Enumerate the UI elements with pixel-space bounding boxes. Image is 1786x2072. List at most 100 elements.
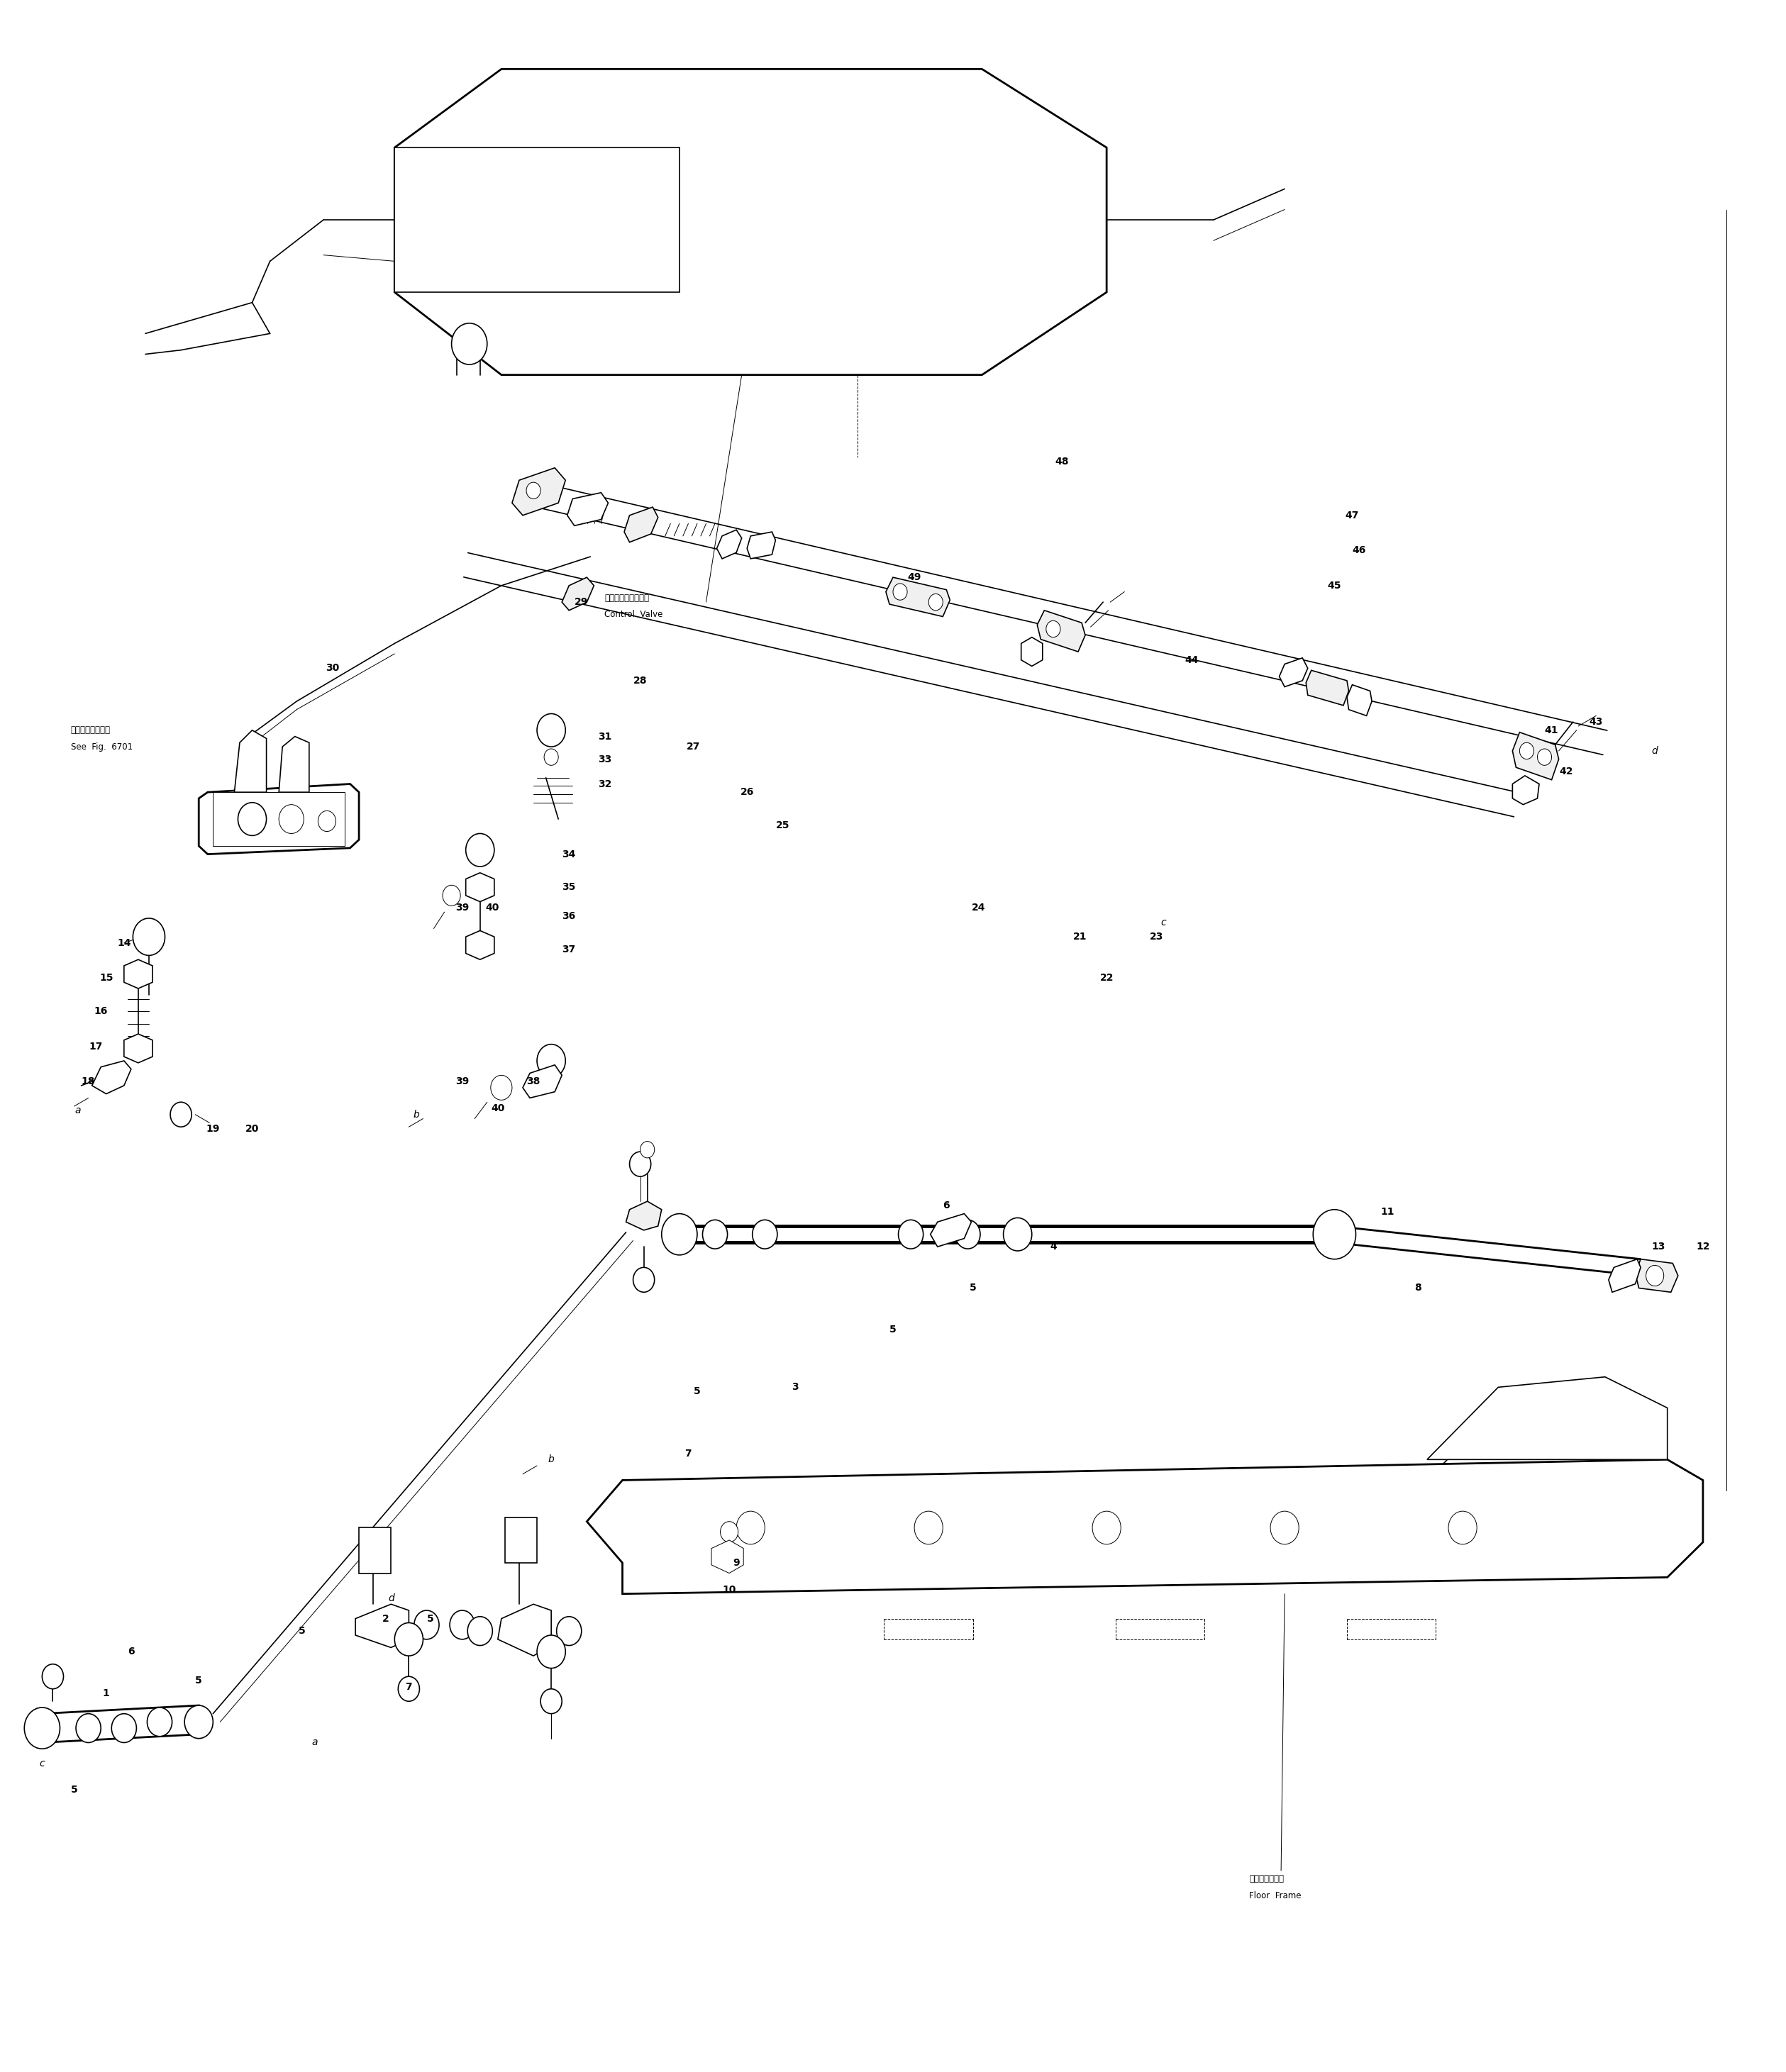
Polygon shape: [123, 959, 152, 988]
Circle shape: [557, 1616, 582, 1645]
Circle shape: [398, 1676, 420, 1701]
Polygon shape: [1306, 671, 1348, 704]
Text: b: b: [413, 1109, 420, 1119]
Text: 23: 23: [1150, 932, 1163, 943]
Text: 16: 16: [95, 1007, 107, 1015]
Circle shape: [914, 1510, 943, 1544]
Polygon shape: [43, 1705, 198, 1743]
Text: 34: 34: [563, 850, 575, 860]
Bar: [505, 1517, 538, 1562]
Text: フロアフレーム: フロアフレーム: [1248, 1875, 1284, 1883]
Text: 41: 41: [1545, 725, 1559, 736]
Polygon shape: [1347, 684, 1372, 715]
Circle shape: [1647, 1266, 1665, 1287]
Text: See  Fig.  6701: See Fig. 6701: [71, 742, 132, 752]
Text: 7: 7: [405, 1682, 413, 1691]
Polygon shape: [279, 736, 309, 792]
Bar: [213, 792, 345, 845]
Text: 35: 35: [563, 883, 575, 893]
Text: 43: 43: [1590, 717, 1604, 727]
Polygon shape: [1427, 1378, 1668, 1459]
Text: a: a: [75, 1106, 80, 1115]
Polygon shape: [1022, 638, 1043, 667]
Text: b: b: [548, 1455, 554, 1465]
Text: 25: 25: [775, 821, 789, 831]
Text: 4: 4: [1050, 1241, 1057, 1251]
Polygon shape: [395, 147, 679, 292]
Text: 30: 30: [325, 663, 339, 673]
Circle shape: [661, 1214, 697, 1256]
Text: 7: 7: [684, 1448, 691, 1459]
Text: 5: 5: [889, 1324, 897, 1334]
Text: コントロールバルブ: コントロールバルブ: [605, 593, 650, 603]
Circle shape: [545, 748, 559, 765]
Text: 18: 18: [82, 1077, 95, 1086]
Text: 48: 48: [1056, 456, 1070, 466]
Circle shape: [452, 323, 488, 365]
Text: 5: 5: [195, 1676, 202, 1687]
Circle shape: [1047, 622, 1061, 638]
Polygon shape: [466, 872, 495, 901]
Text: 10: 10: [722, 1585, 736, 1595]
Text: c: c: [39, 1759, 45, 1767]
Text: 26: 26: [739, 787, 754, 798]
Polygon shape: [568, 493, 609, 526]
Polygon shape: [886, 578, 950, 617]
Text: 36: 36: [563, 912, 575, 922]
Text: Floor  Frame: Floor Frame: [1248, 1892, 1302, 1900]
Circle shape: [1093, 1510, 1122, 1544]
Text: 46: 46: [1352, 545, 1366, 555]
Polygon shape: [588, 1459, 1702, 1593]
Circle shape: [956, 1220, 981, 1249]
Polygon shape: [234, 729, 266, 792]
Text: 6: 6: [129, 1647, 134, 1658]
Circle shape: [1538, 748, 1552, 765]
Polygon shape: [1609, 1260, 1641, 1293]
Circle shape: [720, 1521, 738, 1542]
Text: 44: 44: [1186, 655, 1198, 665]
Circle shape: [629, 1152, 650, 1177]
Circle shape: [111, 1714, 136, 1743]
Circle shape: [395, 1622, 423, 1656]
Text: 2: 2: [382, 1614, 389, 1624]
Text: a: a: [311, 1738, 318, 1747]
Circle shape: [43, 1664, 64, 1689]
Circle shape: [1313, 1210, 1356, 1260]
Polygon shape: [523, 1065, 563, 1098]
Text: 6: 6: [943, 1200, 950, 1210]
Circle shape: [279, 804, 304, 833]
Text: 11: 11: [1381, 1206, 1395, 1216]
Circle shape: [1004, 1218, 1032, 1251]
Circle shape: [898, 1220, 923, 1249]
Text: 21: 21: [1073, 932, 1088, 943]
Polygon shape: [355, 1604, 409, 1647]
Polygon shape: [623, 508, 657, 543]
Circle shape: [639, 1142, 654, 1158]
Text: 40: 40: [486, 903, 500, 914]
Text: 37: 37: [563, 945, 575, 955]
Text: 42: 42: [1559, 767, 1573, 777]
Text: 13: 13: [1652, 1241, 1665, 1251]
Polygon shape: [498, 1604, 552, 1656]
Text: c: c: [1161, 918, 1166, 928]
Circle shape: [146, 1707, 171, 1736]
Text: 47: 47: [1345, 510, 1359, 520]
Text: 5: 5: [298, 1627, 305, 1637]
Polygon shape: [625, 1202, 661, 1231]
Circle shape: [538, 1635, 566, 1668]
Circle shape: [170, 1102, 191, 1127]
Circle shape: [414, 1610, 439, 1639]
Polygon shape: [91, 1061, 130, 1094]
Text: 19: 19: [205, 1123, 220, 1133]
Text: 27: 27: [688, 742, 700, 752]
Circle shape: [450, 1610, 475, 1639]
Polygon shape: [466, 930, 495, 959]
Text: 5: 5: [693, 1386, 700, 1397]
Polygon shape: [747, 533, 775, 559]
Polygon shape: [395, 68, 1107, 375]
Text: 1: 1: [104, 1689, 109, 1697]
Circle shape: [893, 584, 907, 601]
Polygon shape: [1513, 775, 1540, 804]
Circle shape: [468, 1616, 493, 1645]
Circle shape: [491, 1075, 513, 1100]
